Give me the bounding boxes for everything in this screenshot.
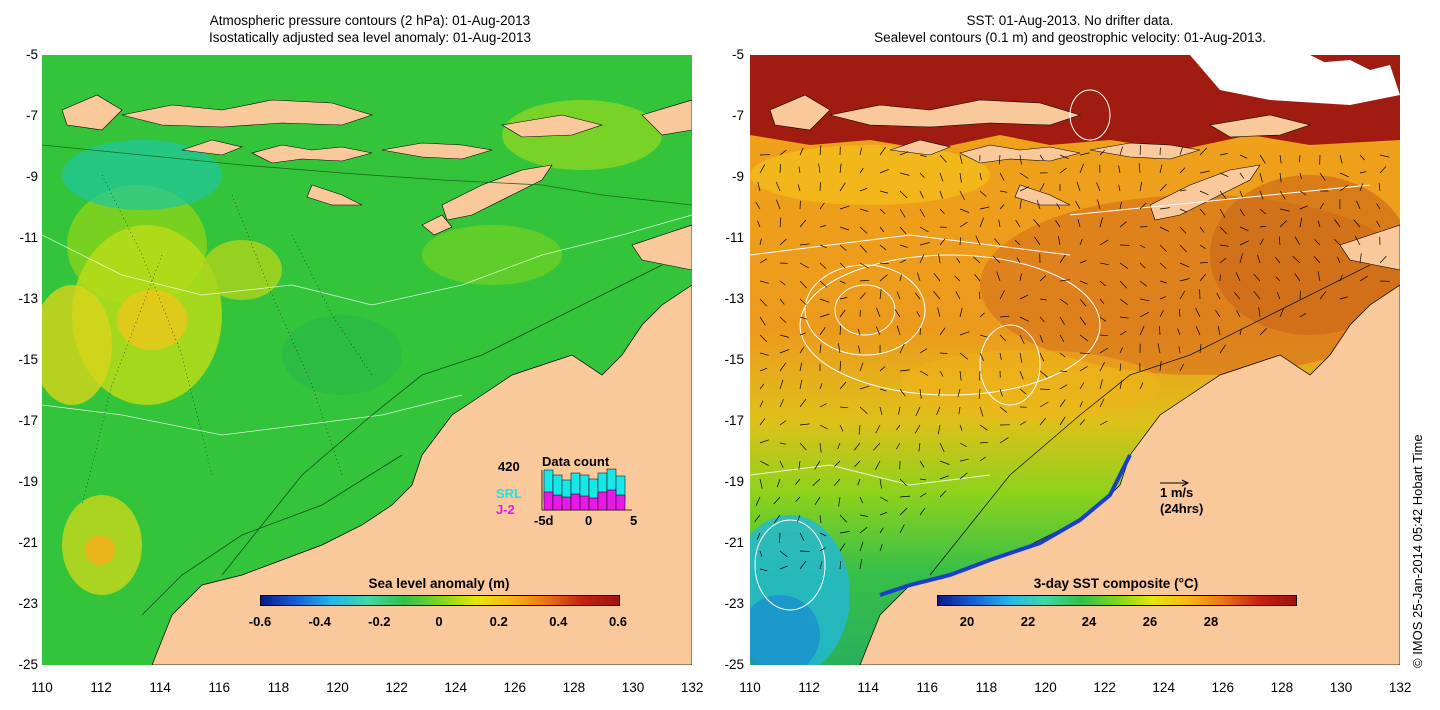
inset-tick-minus5: -5d	[534, 513, 554, 528]
longitude-label: 110	[31, 680, 53, 695]
latitude-label: -7	[731, 108, 744, 123]
longitude-label: 126	[1211, 680, 1235, 695]
longitude-label: 122	[1093, 680, 1116, 695]
longitude-label: 120	[1034, 680, 1057, 695]
longitude-label: 130	[1329, 680, 1353, 695]
longitude-label: 128	[562, 680, 586, 695]
latitude-label: -25	[724, 657, 744, 672]
inset-count: 420	[498, 459, 520, 474]
latitude-label: -11	[19, 230, 38, 245]
longitude-label: 132	[1388, 680, 1412, 695]
latitude-label: -15	[18, 352, 38, 367]
latitude-label: -7	[25, 108, 38, 123]
longitude-label: 132	[680, 680, 704, 695]
latitude-label: -13	[724, 291, 744, 306]
sst-tick-label: 24	[1081, 614, 1097, 629]
inset-tick-0: 0	[585, 513, 593, 528]
sla-tick-label: -0.2	[368, 614, 391, 629]
right-title-line1: SST: 01-Aug-2013. No drifter data.	[966, 13, 1174, 28]
latitude-label: -9	[25, 169, 38, 184]
sla-tick-label: -0.4	[308, 614, 331, 629]
longitude-label: 112	[798, 680, 820, 695]
latitude-label: -17	[724, 413, 744, 428]
longitude-label: 128	[1270, 680, 1294, 695]
sst-colorbar-label: 3-day SST composite (°C)	[1033, 576, 1199, 591]
sla-colorbar	[260, 595, 620, 606]
left-title-line1: Atmospheric pressure contours (2 hPa): 0…	[209, 13, 531, 28]
latitude-label: -13	[18, 291, 38, 306]
inset-tick-5: 5	[630, 513, 638, 528]
sla-tick-label: 0	[435, 614, 443, 629]
latitude-label: -17	[18, 413, 38, 428]
latitude-label: -25	[18, 657, 38, 672]
velocity-scale-label: 1 m/s	[1160, 485, 1194, 500]
latitude-label: -23	[724, 596, 744, 611]
longitude-label: 116	[916, 680, 939, 695]
sst-colorbar	[937, 595, 1297, 606]
sst-map: 1 m/s (24hrs)	[750, 55, 1400, 665]
longitude-label: 124	[1152, 680, 1175, 695]
sst-tick-label: 28	[1203, 614, 1219, 629]
sst-tick-label: 22	[1020, 614, 1036, 629]
latitude-label: -23	[18, 596, 38, 611]
inset-legend-j2: J-2	[496, 502, 515, 517]
latitude-label: -5	[731, 47, 744, 62]
sst-tick-label: 20	[959, 614, 975, 629]
longitude-label: 120	[326, 680, 349, 695]
latitude-label: -19	[18, 474, 38, 489]
longitude-label: 114	[149, 680, 171, 695]
longitude-label: 118	[267, 680, 290, 695]
sla-tick-label: 0.4	[549, 614, 568, 629]
imos-credit: © IMOS 25-Jan-2014 05:42 Hobart Time	[1410, 434, 1425, 668]
sla-tick-label: 0.6	[608, 614, 628, 629]
sst-tick-label: 26	[1142, 614, 1158, 629]
longitude-label: 122	[385, 680, 408, 695]
right-map-title: SST: 01-Aug-2013. No drifter data. Seale…	[800, 12, 1340, 46]
inset-title: Data count	[542, 454, 610, 469]
longitude-label: 114	[857, 680, 879, 695]
longitude-label: 110	[739, 680, 761, 695]
latitude-label: -19	[724, 474, 744, 489]
inset-legend-srl: SRL	[496, 486, 522, 501]
latitude-label: -9	[731, 169, 744, 184]
latitude-label: -5	[25, 47, 38, 62]
sla-colorbar-label: Sea level anomaly (m)	[368, 576, 510, 591]
left-map-title: Atmospheric pressure contours (2 hPa): 0…	[120, 12, 620, 46]
longitude-label: 130	[621, 680, 645, 695]
velocity-scale-sublabel: (24hrs)	[1160, 501, 1204, 516]
sea-level-anomaly-map: 420 Data count SRL J-2 -5d 0 5	[42, 55, 692, 665]
sla-tick-label: 0.2	[489, 614, 508, 629]
latitude-label: -15	[724, 352, 744, 367]
longitude-label: 118	[975, 680, 998, 695]
velocity-vectors	[754, 145, 1390, 572]
data-count-inset-chart	[541, 468, 632, 511]
longitude-label: 126	[503, 680, 527, 695]
sla-tick-label: -0.6	[248, 614, 272, 629]
longitude-label: 116	[208, 680, 231, 695]
longitude-label: 112	[90, 680, 112, 695]
longitude-label: 124	[444, 680, 467, 695]
latitude-label: -21	[724, 535, 744, 550]
left-title-line2: Isostatically adjusted sea level anomaly…	[209, 30, 531, 45]
right-title-line2: Sealevel contours (0.1 m) and geostrophi…	[874, 30, 1266, 45]
latitude-label: -11	[725, 230, 744, 245]
latitude-label: -21	[18, 535, 38, 550]
